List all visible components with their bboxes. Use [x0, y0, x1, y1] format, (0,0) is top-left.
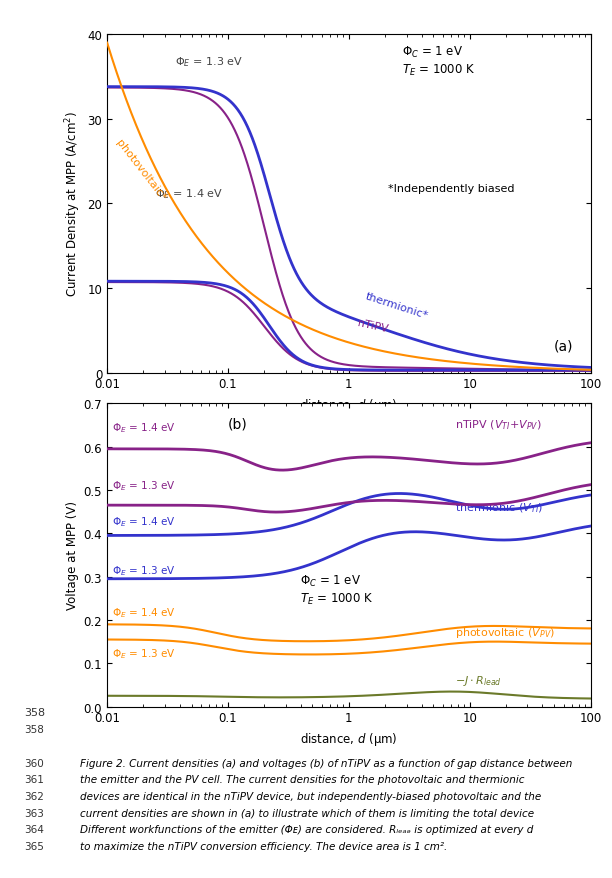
Text: devices are identical in the nTiPV device, but independently-biased photovoltaic: devices are identical in the nTiPV devic…	[80, 791, 541, 801]
Text: $\mathit{\Phi}_C$ = 1 eV
$\mathit{T}_E$ = 1000 K: $\mathit{\Phi}_C$ = 1 eV $\mathit{T}_E$ …	[402, 46, 476, 77]
Text: $\mathit{\Phi}_E$ = 1.4 eV: $\mathit{\Phi}_E$ = 1.4 eV	[112, 421, 176, 435]
Text: to maximize the nTiPV conversion efficiency. The device area is 1 cm².: to maximize the nTiPV conversion efficie…	[80, 841, 447, 851]
Text: 361: 361	[24, 774, 44, 784]
Text: $-J\cdot R_{lead}$: $-J\cdot R_{lead}$	[455, 673, 502, 687]
Text: 362: 362	[24, 791, 44, 801]
Y-axis label: Voltage at MPP (V): Voltage at MPP (V)	[67, 500, 80, 610]
Y-axis label: Current Density at MPP (A/cm$^2$): Current Density at MPP (A/cm$^2$)	[64, 112, 83, 297]
X-axis label: distance, $d$ (μm): distance, $d$ (μm)	[300, 730, 398, 747]
Text: Different workfunctions of the emitter (Φᴇ) are considered. Rₗₑₐₔ is optimized a: Different workfunctions of the emitter (…	[80, 824, 533, 834]
Text: 364: 364	[24, 824, 44, 834]
Text: $\mathit{\Phi}_E$ = 1.3 eV: $\mathit{\Phi}_E$ = 1.3 eV	[112, 564, 176, 578]
Text: $\mathit{\Phi}_E$ = 1.3 eV: $\mathit{\Phi}_E$ = 1.3 eV	[175, 55, 243, 69]
Text: $\mathit{\Phi}_E$ = 1.4 eV: $\mathit{\Phi}_E$ = 1.4 eV	[112, 515, 176, 529]
Text: $\mathit{\Phi}_C$ = 1 eV
$\mathit{T}_E$ = 1000 K: $\mathit{\Phi}_C$ = 1 eV $\mathit{T}_E$ …	[300, 573, 374, 606]
Text: $\mathit{\Phi}_E$ = 1.3 eV: $\mathit{\Phi}_E$ = 1.3 eV	[112, 479, 176, 493]
Text: the emitter and the PV cell. The current densities for the photovoltaic and ther: the emitter and the PV cell. The current…	[80, 774, 524, 784]
Text: current densities are shown in (a) to illustrate which of them is limiting the t: current densities are shown in (a) to il…	[80, 808, 534, 817]
Text: thermionic*: thermionic*	[365, 291, 430, 320]
Text: Figure 2. Current densities (a) and voltages (b) of nTiPV as a function of gap d: Figure 2. Current densities (a) and volt…	[80, 758, 572, 767]
Text: 363: 363	[24, 808, 44, 817]
Text: nTiPV: nTiPV	[357, 318, 389, 334]
Text: *Independently biased: *Independently biased	[387, 184, 514, 194]
Text: (a): (a)	[554, 339, 573, 353]
Text: nTiPV ($V_{TI}$+$V_{PV}$): nTiPV ($V_{TI}$+$V_{PV}$)	[455, 418, 542, 431]
Text: 365: 365	[24, 841, 44, 851]
Text: $\mathit{\Phi}_E$ = 1.3 eV: $\mathit{\Phi}_E$ = 1.3 eV	[112, 647, 176, 660]
Text: 358: 358	[24, 724, 44, 734]
Text: 360: 360	[24, 758, 44, 767]
Text: photovoltaic ($V_{PV}$): photovoltaic ($V_{PV}$)	[455, 625, 556, 639]
Text: $\mathit{\Phi}_E$ = 1.4 eV: $\mathit{\Phi}_E$ = 1.4 eV	[112, 606, 176, 620]
Text: photovoltaic*: photovoltaic*	[114, 138, 168, 203]
Text: $\mathit{\Phi}_E$ = 1.4 eV: $\mathit{\Phi}_E$ = 1.4 eV	[155, 187, 223, 201]
Text: thermionic ($V_{TI}$): thermionic ($V_{TI}$)	[455, 500, 543, 515]
X-axis label: distance, $d$ (μm): distance, $d$ (μm)	[300, 397, 398, 414]
Text: (b): (b)	[228, 418, 248, 431]
Text: 358: 358	[24, 707, 46, 716]
